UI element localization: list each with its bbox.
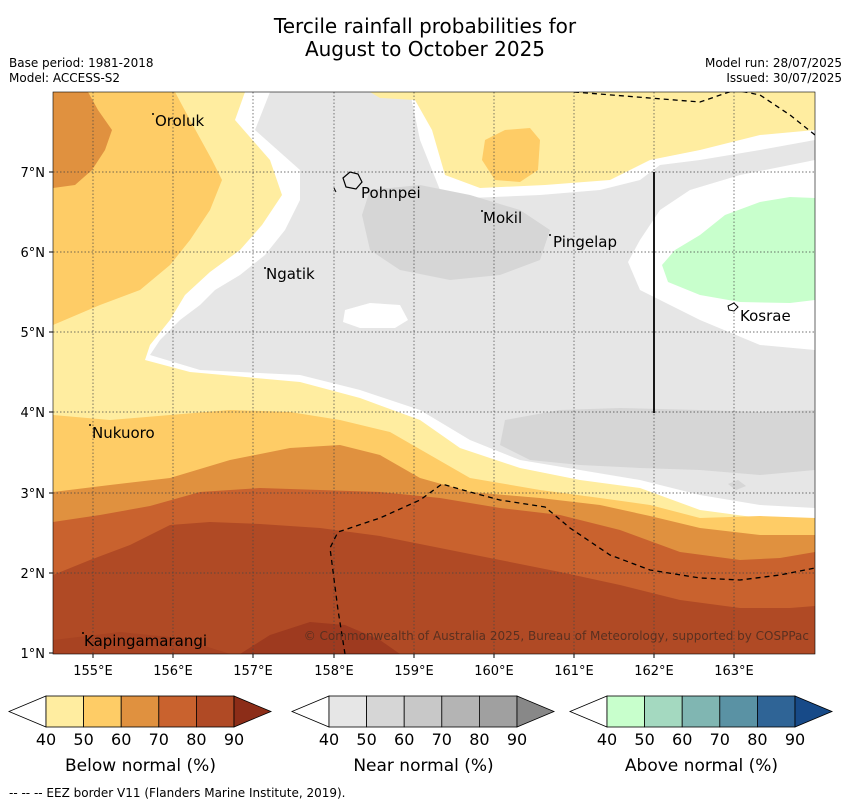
copyright-notice: © Commonwealth of Australia 2025, Bureau…: [304, 629, 809, 643]
lat-label: 6°N: [21, 246, 46, 261]
colorbar-segment: [158, 695, 197, 728]
colorbar-over-arrow: [516, 695, 556, 728]
map-title-line2: August to October 2025: [304, 37, 546, 61]
colorbar-segment: [757, 695, 796, 728]
near-normal-label: Near normal (%): [353, 756, 494, 776]
lon-label: 156°E: [153, 664, 193, 679]
colorbar-segment: [478, 695, 518, 728]
lat-label: 4°N: [21, 406, 46, 421]
colorbar-tick-label: 40: [597, 730, 617, 749]
place-ngatik: Ngatik: [266, 265, 315, 283]
colorbar-tick-label: 70: [710, 730, 730, 749]
kosrae-island-outline: [727, 302, 739, 312]
colorbar-tick-label: 70: [432, 730, 452, 749]
lon-label: 159°E: [394, 664, 434, 679]
probability-field: [53, 92, 815, 654]
colorbar-tick-label: 60: [672, 730, 692, 749]
colorbar-tick-label: 50: [73, 730, 93, 749]
island-markers: [82, 113, 551, 634]
eez-borders: [329, 92, 815, 654]
place-oroluk: Oroluk: [155, 112, 204, 130]
place-nukuoro: Nukuoro: [92, 424, 155, 442]
colorbar-tick-label: 90: [224, 730, 244, 749]
lon-label: 163°E: [714, 664, 754, 679]
colorbar-tick-label: 40: [319, 730, 339, 749]
lon-label: 155°E: [73, 664, 113, 679]
colorbar-segment: [441, 695, 480, 728]
colorbar-segment: [719, 695, 758, 728]
colorbar-tick-label: 50: [356, 730, 376, 749]
colorbar-segment: [403, 695, 443, 728]
issued-date: Issued: 30/07/2025: [726, 71, 842, 85]
colorbar-tick-label: 60: [111, 730, 131, 749]
colorbar-segment: [606, 695, 645, 728]
colorbar-tick-label: 90: [785, 730, 805, 749]
colorbar-tick-label: 70: [149, 730, 169, 749]
lon-label: 158°E: [314, 664, 354, 679]
colorbar-under-arrow: [568, 695, 608, 728]
colorbar-segment: [45, 695, 84, 728]
colorbar-tick-label: 80: [469, 730, 489, 749]
colorbar-segment: [83, 695, 122, 728]
place-pohnpei: Pohnpei: [361, 184, 421, 202]
lon-label: 160°E: [474, 664, 514, 679]
colorbar-segment: [366, 695, 405, 728]
longitude-labels: 155°E 156°E 157°E 158°E 159°E 160°E 161°…: [73, 664, 754, 679]
colorbar-tick-label: 80: [186, 730, 206, 749]
lat-label: 1°N: [21, 647, 46, 662]
base-period: Base period: 1981-2018: [9, 56, 154, 70]
place-kapingamarangi: Kapingamarangi: [84, 632, 207, 650]
colorbar-segment: [195, 695, 235, 728]
place-mokil: Mokil: [483, 209, 522, 227]
map-title-line1: Tercile rainfall probabilities for: [273, 14, 577, 38]
lat-label: 7°N: [21, 166, 46, 181]
colorbar-tick-label: 60: [394, 730, 414, 749]
colorbar-under-arrow: [7, 695, 47, 728]
colorbar-under-arrow: [290, 695, 330, 728]
colorbar-segment: [120, 695, 160, 728]
colorbar-over-arrow: [233, 695, 273, 728]
colorbar-segment: [681, 695, 721, 728]
below-normal-label: Below normal (%): [65, 756, 216, 776]
lon-label: 157°E: [233, 664, 273, 679]
lon-label: 162°E: [634, 664, 674, 679]
lat-label: 5°N: [21, 326, 46, 341]
place-kosrae: Kosrae: [740, 307, 791, 325]
legend-colorbars: 40 50 60 70 80 90 40 50 60 70 80 90 40 50 60 70 80 90: [7, 695, 834, 749]
above-normal-label: Above normal (%): [624, 756, 779, 776]
place-pingelap: Pingelap: [553, 233, 617, 251]
colorbar-over-arrow: [794, 695, 834, 728]
colorbar-tick-label: 50: [634, 730, 654, 749]
colorbar-tick-label: 90: [507, 730, 527, 749]
place-labels: Oroluk Pohnpei Mokil Pingelap Ngatik Kos…: [84, 112, 791, 650]
eez-footnote: -- -- -- EEZ border V11 (Flanders Marine…: [9, 786, 346, 800]
lat-label: 2°N: [21, 567, 46, 582]
latitude-labels: 7°N 6°N 5°N 4°N 3°N 2°N 1°N: [21, 166, 46, 662]
lon-label: 161°E: [554, 664, 594, 679]
colorbar-segment: [328, 695, 367, 728]
lat-label: 3°N: [21, 487, 46, 502]
model-name: Model: ACCESS-S2: [9, 71, 121, 85]
colorbar-tick-label: 40: [36, 730, 56, 749]
pohnpei-island-outline: [342, 171, 363, 190]
graticule: [53, 92, 815, 654]
colorbar-tick-label: 80: [747, 730, 767, 749]
colorbar-segment: [644, 695, 683, 728]
model-run-date: Model run: 28/07/2025: [704, 56, 842, 70]
